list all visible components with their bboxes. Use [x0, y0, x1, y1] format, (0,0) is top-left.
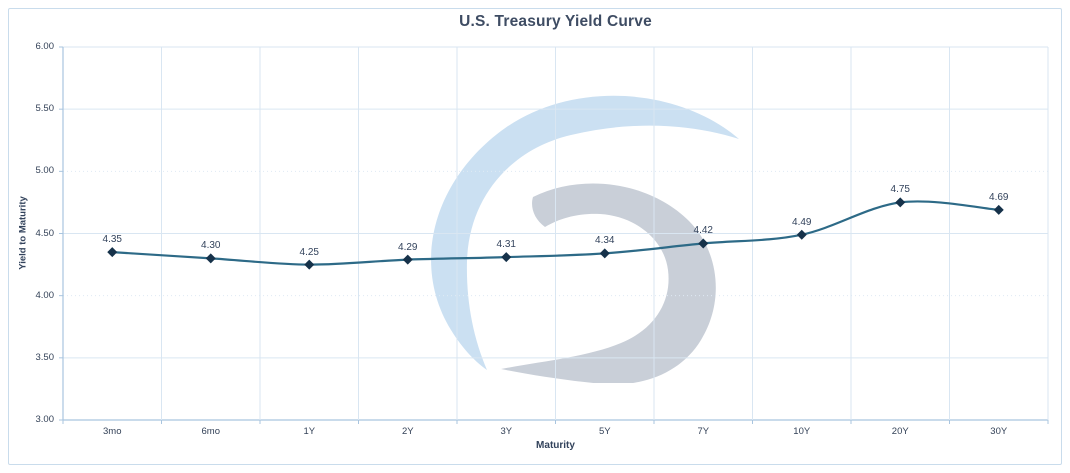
x-category-label: 20Y [891, 426, 909, 437]
x-category-label: 7Y [697, 426, 710, 437]
data-point-marker [501, 252, 512, 263]
plot-area: 4.35 4.30 4.25 4.29 4.31 4.34 4.42 4.49 4.75 4.69 [59, 46, 1049, 424]
x-category-label: 30Y [990, 426, 1008, 437]
point-value-label: 4.42 [693, 225, 713, 237]
x-category-label: 3mo [103, 426, 122, 437]
data-point-marker [107, 247, 118, 258]
yield-curve-chart [59, 46, 1049, 424]
x-category-label: 6mo [201, 426, 220, 437]
point-value-label: 4.75 [890, 184, 910, 196]
data-point-marker [304, 259, 315, 270]
data-point-marker [205, 253, 216, 264]
point-value-label: 4.35 [102, 234, 122, 246]
data-point-marker [698, 238, 709, 249]
y-tick-label: 5.50 [35, 103, 55, 115]
point-value-label: 4.29 [398, 241, 418, 253]
x-category-label: 3Y [500, 426, 513, 437]
x-category-label: 1Y [303, 426, 316, 437]
chart-card [8, 8, 1062, 465]
x-category-label: 10Y [793, 426, 811, 437]
point-value-label: 4.49 [792, 216, 812, 228]
point-value-label: 4.34 [595, 235, 615, 247]
data-point-marker [993, 204, 1004, 215]
data-point-marker [402, 254, 413, 265]
watermark-blue-swoosh [431, 95, 739, 370]
chart-title: U.S. Treasury Yield Curve [459, 13, 652, 30]
y-tick-label: 4.00 [35, 289, 55, 301]
y-tick-label: 3.00 [35, 414, 55, 425]
data-point-marker [599, 248, 610, 259]
data-point-marker [796, 229, 807, 240]
x-axis-title: Maturity [536, 440, 575, 451]
point-value-label: 4.31 [496, 239, 516, 251]
y-tick-label: 5.00 [35, 165, 55, 177]
y-axis-title: Yield to Maturity [17, 196, 29, 270]
x-category-label: 5Y [598, 426, 611, 437]
data-point-marker [895, 197, 906, 208]
y-tick-label: 3.50 [35, 351, 55, 363]
y-tick-label: 6.00 [35, 41, 55, 52]
x-category-label: 2Y [401, 426, 414, 437]
y-tick-label: 4.50 [35, 227, 55, 239]
yield-curve-line [111, 200, 1000, 266]
point-value-label: 4.30 [201, 240, 221, 252]
point-value-label: 4.25 [299, 246, 319, 258]
point-value-label: 4.69 [989, 191, 1009, 203]
